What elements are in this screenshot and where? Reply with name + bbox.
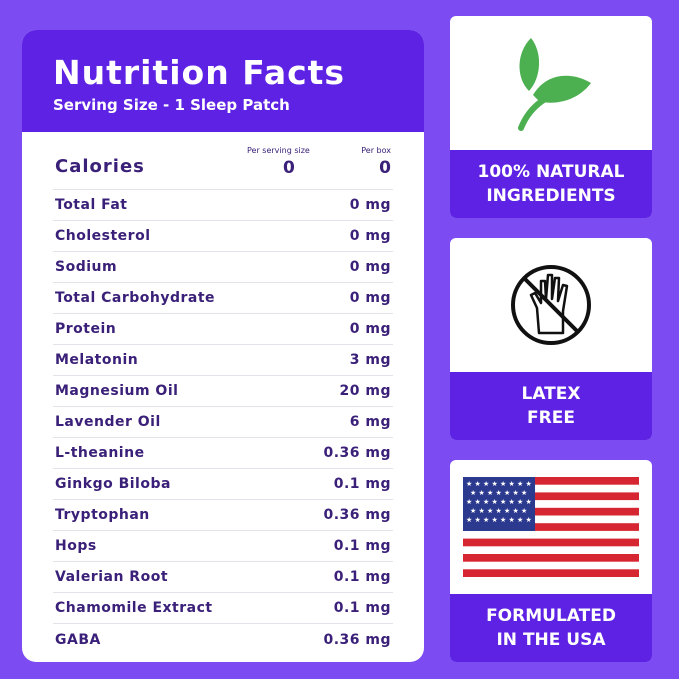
nutrient-row: Lavender Oil 6 mg <box>53 407 393 438</box>
svg-text:★ ★ ★ ★ ★ ★ ★ ★: ★ ★ ★ ★ ★ ★ ★ ★ <box>466 516 532 524</box>
per-box-header: Per box <box>361 146 391 155</box>
badge-latex-free: LATEX FREE <box>450 238 652 440</box>
badge-caption: FORMULATED IN THE USA <box>450 594 652 662</box>
nutrient-value: 0 mg <box>349 321 391 337</box>
nutrient-value: 0.1 mg <box>333 476 391 492</box>
nutrient-name: Sodium <box>55 259 118 275</box>
nutrient-list: Total Fat 0 mg Cholesterol 0 mg Sodium 0 mg To… <box>22 190 424 655</box>
calories-label: Calories <box>55 156 145 177</box>
nutrient-name: Chamomile Extract <box>55 600 213 616</box>
nutrient-row: Chamomile Extract 0.1 mg <box>53 593 393 624</box>
nutrient-row: Sodium 0 mg <box>53 252 393 283</box>
nutrient-value: 0.1 mg <box>333 600 391 616</box>
nutrient-row: GABA 0.36 mg <box>53 624 393 655</box>
nutrient-name: Ginkgo Biloba <box>55 476 171 492</box>
per-serving-header: Per serving size <box>247 146 310 155</box>
caption-line: IN THE USA <box>496 630 606 650</box>
nutrient-value: 0 mg <box>349 228 391 244</box>
nutrient-row: Tryptophan 0.36 mg <box>53 500 393 531</box>
nutrient-name: Magnesium Oil <box>55 383 179 399</box>
calories-per-box: 0 <box>379 158 391 178</box>
nutrient-name: GABA <box>55 631 101 648</box>
nutrient-row: Magnesium Oil 20 mg <box>53 376 393 407</box>
page-title: Nutrition Facts <box>53 53 346 92</box>
calories-row: Calories Per serving size Per box 0 0 <box>53 132 393 190</box>
nutrient-value: 6 mg <box>349 414 391 430</box>
nutrient-name: Valerian Root <box>55 569 169 585</box>
caption-line: 100% NATURAL <box>477 162 625 182</box>
nutrient-name: Lavender Oil <box>55 414 161 430</box>
nutrient-row: Valerian Root 0.1 mg <box>53 562 393 593</box>
nutrient-value: 0.36 mg <box>323 445 391 461</box>
badge-caption: 100% NATURAL INGREDIENTS <box>450 150 652 218</box>
us-flag-icon: ★ ★ ★ ★ ★ ★ ★ ★ ★ ★ ★ ★ ★ ★ ★ ★ ★ ★ ★ ★ ★ … <box>450 460 652 594</box>
nutrition-facts-card: Nutrition Facts Serving Size - 1 Sleep P… <box>22 30 424 662</box>
nutrient-value: 0 mg <box>349 259 391 275</box>
nutrient-value: 3 mg <box>349 352 391 368</box>
badge-usa: ★ ★ ★ ★ ★ ★ ★ ★ ★ ★ ★ ★ ★ ★ ★ ★ ★ ★ ★ ★ ★ … <box>450 460 652 662</box>
badge-caption: LATEX FREE <box>450 372 652 440</box>
nutrient-row: Hops 0.1 mg <box>53 531 393 562</box>
no-latex-glove-icon <box>450 238 652 372</box>
nutrient-row: Protein 0 mg <box>53 314 393 345</box>
svg-text:★ ★ ★ ★ ★ ★ ★ ★: ★ ★ ★ ★ ★ ★ ★ ★ <box>466 480 532 488</box>
nutrient-row: Cholesterol 0 mg <box>53 221 393 252</box>
nutrient-name: Total Carbohydrate <box>55 290 216 306</box>
nutrient-name: Tryptophan <box>55 507 150 523</box>
nutrient-value: 0 mg <box>349 290 391 306</box>
svg-text:★ ★ ★ ★ ★ ★ ★: ★ ★ ★ ★ ★ ★ ★ <box>470 507 527 515</box>
nutrient-name: L-theanine <box>55 445 145 461</box>
nutrient-value: 20 mg <box>339 383 391 399</box>
calories-per-serving: 0 <box>283 158 295 178</box>
nutrient-value: 0.36 mg <box>323 507 391 523</box>
nutrient-name: Hops <box>55 538 97 554</box>
nutrient-value: 0.1 mg <box>333 569 391 585</box>
caption-line: FORMULATED <box>486 606 616 626</box>
caption-line: LATEX <box>521 384 581 404</box>
caption-line: INGREDIENTS <box>486 186 616 206</box>
nutrient-value: 0.36 mg <box>323 631 391 648</box>
nutrient-value: 0 mg <box>349 197 391 213</box>
nutrient-name: Melatonin <box>55 352 139 368</box>
nutrient-value: 0.1 mg <box>333 538 391 554</box>
nutrient-row: Total Carbohydrate 0 mg <box>53 283 393 314</box>
nutrient-row: Ginkgo Biloba 0.1 mg <box>53 469 393 500</box>
nutrient-name: Total Fat <box>55 197 128 213</box>
svg-text:★ ★ ★ ★ ★ ★ ★ ★: ★ ★ ★ ★ ★ ★ ★ ★ <box>466 498 532 506</box>
leaf-icon <box>450 16 652 150</box>
badge-natural: 100% NATURAL INGREDIENTS <box>450 16 652 218</box>
nutrient-row: L-theanine 0.36 mg <box>53 438 393 469</box>
nutrient-name: Cholesterol <box>55 228 151 244</box>
serving-size: Serving Size - 1 Sleep Patch <box>53 96 290 114</box>
nutrient-row: Total Fat 0 mg <box>53 190 393 221</box>
nutrient-row: Melatonin 3 mg <box>53 345 393 376</box>
svg-text:★ ★ ★ ★ ★ ★ ★: ★ ★ ★ ★ ★ ★ ★ <box>470 489 527 497</box>
nutrient-name: Protein <box>55 321 117 337</box>
caption-line: FREE <box>527 408 575 428</box>
nutrition-header: Nutrition Facts Serving Size - 1 Sleep P… <box>22 30 424 132</box>
